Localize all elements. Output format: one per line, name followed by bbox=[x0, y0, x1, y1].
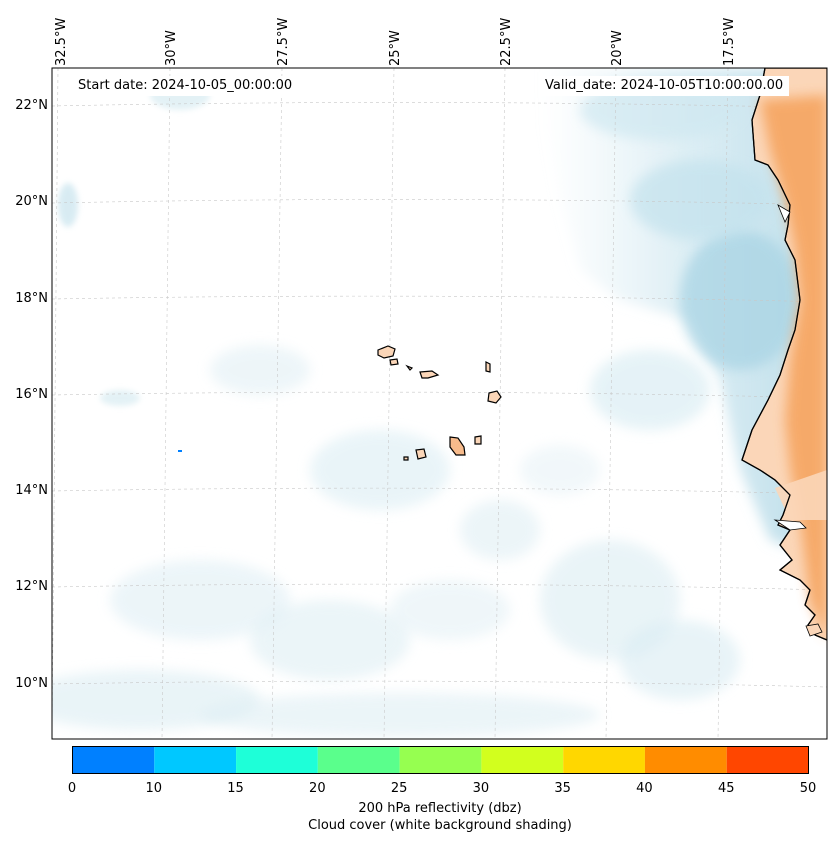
colorbar-segment-5 bbox=[481, 746, 564, 774]
colorbar-tick-label: 30 bbox=[472, 781, 490, 796]
lat-label-10n: 10°N bbox=[15, 676, 48, 691]
colorbar-segment-3 bbox=[317, 746, 400, 774]
colorbar bbox=[72, 746, 809, 774]
colorbar-tick-label: 35 bbox=[554, 781, 571, 796]
colorbar-tick-label: 15 bbox=[227, 781, 244, 796]
colorbar-frame bbox=[72, 746, 809, 774]
cape-verde-islands bbox=[377, 345, 502, 461]
map-frame bbox=[51, 67, 828, 740]
colorbar-tick-label: 10 bbox=[145, 781, 163, 796]
african-coast bbox=[741, 68, 827, 641]
lat-label-12n: 12°N bbox=[15, 579, 48, 594]
colorbar-segment-0 bbox=[72, 746, 155, 774]
colorbar-tick-label: 50 bbox=[799, 781, 817, 796]
colorbar-tick-label: 25 bbox=[390, 781, 408, 796]
colorbar-label-cloud-cover: Cloud cover (white background shading) bbox=[308, 818, 572, 833]
lat-label-20n: 20°N bbox=[15, 194, 48, 209]
colorbar-segment-6 bbox=[563, 746, 645, 774]
colorbar-segment-8 bbox=[726, 746, 809, 774]
colorbar-segment-4 bbox=[399, 746, 482, 774]
valid-date-label: Valid_date: 2024-10-05T10:00:00.00 bbox=[539, 76, 790, 96]
colorbar-segment-2 bbox=[236, 746, 318, 774]
colorbar-tick-label: 20 bbox=[309, 781, 326, 796]
colorbar-tick-label: 0 bbox=[67, 781, 77, 796]
colorbar-tick-label: 45 bbox=[717, 781, 735, 796]
colorbar-segment-1 bbox=[154, 746, 237, 774]
start-date-label: Start date: 2024-10-05_00:00:00 bbox=[72, 76, 299, 96]
lat-label-14n: 14°N bbox=[15, 483, 48, 498]
cloud-cover-shading bbox=[52, 68, 827, 737]
lat-label-16n: 16°N bbox=[15, 387, 48, 402]
lat-label-18n: 18°N bbox=[15, 291, 48, 306]
colorbar-label-reflectivity: 200 hPa reflectivity (dbz) bbox=[358, 801, 522, 816]
colorbar-segment-7 bbox=[644, 746, 727, 774]
lat-label-22n: 22°N bbox=[15, 98, 48, 113]
reflectivity-blip bbox=[178, 450, 182, 452]
gridlines bbox=[52, 68, 827, 739]
colorbar-tick-label: 40 bbox=[636, 781, 653, 796]
